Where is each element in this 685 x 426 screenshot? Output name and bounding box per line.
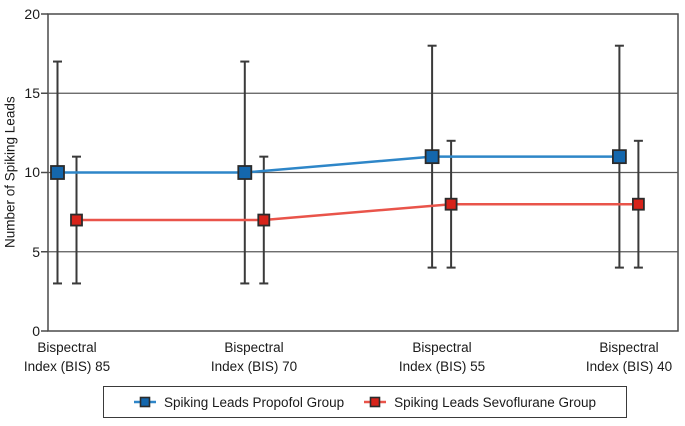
x-tick-label-line1: Bispectral [599,340,659,355]
data-point-marker [70,213,83,227]
legend-label-sevoflurane: Spiking Leads Sevoflurane Group [394,394,596,410]
x-tick-label-line2: Index (BIS) 40 [585,359,673,374]
x-tick-label-bis-40: Bispectral Index (BIS) 40 [554,338,685,376]
y-tick-label-10: 10 [24,164,40,180]
propofol-series-marker-icon [133,396,156,408]
data-point-marker [612,149,627,165]
data-point-marker [424,149,440,165]
series-line [76,202,639,222]
x-tick-label-line1: Bispectral [37,340,97,355]
x-tick-label-line1: Bispectral [224,340,284,355]
x-tick-label-bis-70: Bispectral Index (BIS) 70 [179,338,329,376]
legend-item-sevoflurane: Spiking Leads Sevoflurane Group [364,395,596,410]
legend: Spiking Leads Propofol Group Spiking Lea… [103,386,627,418]
x-tick-label-bis-85: Bispectral Index (BIS) 85 [0,338,142,376]
legend-label-propofol: Spiking Leads Propofol Group [163,394,345,410]
data-point-marker [237,165,253,180]
y-tick-label-0: 0 [32,323,40,339]
y-tick-label-15: 15 [24,85,40,101]
y-tick-label-5: 5 [32,244,40,260]
data-point-marker [632,197,645,211]
data-point-marker [257,213,271,227]
sevoflurane-series-marker-icon [364,396,387,408]
data-point-marker [50,165,65,180]
legend-item-propofol: Spiking Leads Propofol Group [133,394,345,410]
x-tick-label-line1: Bispectral [412,340,472,355]
x-tick-label-bis-55: Bispectral Index (BIS) 55 [367,338,517,376]
series-line [57,155,620,174]
x-tick-label-line2: Index (BIS) 70 [210,359,298,374]
data-point-marker [444,197,458,211]
x-tick-label-line2: Index (BIS) 85 [23,359,111,374]
x-tick-label-line2: Index (BIS) 55 [398,359,486,374]
y-tick-label-20: 20 [24,6,40,22]
